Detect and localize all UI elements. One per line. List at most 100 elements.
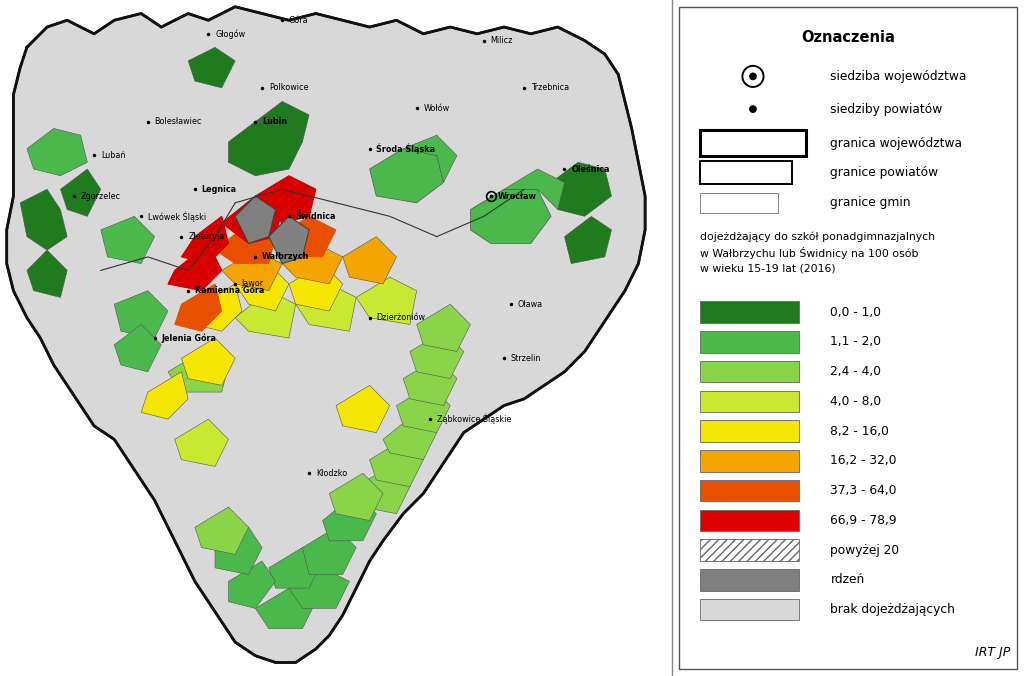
Text: Kłodzko: Kłodzko: [315, 468, 347, 478]
Polygon shape: [195, 284, 242, 331]
Bar: [700, 391, 799, 412]
Text: 66,9 - 78,9: 66,9 - 78,9: [830, 514, 897, 527]
Polygon shape: [141, 372, 188, 419]
Bar: [700, 301, 799, 323]
Text: Trzebnica: Trzebnica: [530, 83, 569, 93]
Text: Wałbrzych: Wałbrzych: [262, 252, 309, 262]
Polygon shape: [370, 439, 423, 487]
Text: Oleśnica: Oleśnica: [571, 164, 609, 174]
Text: granice gmin: granice gmin: [830, 196, 911, 209]
Text: Lubin: Lubin: [262, 117, 287, 126]
Polygon shape: [356, 466, 410, 514]
Ellipse shape: [750, 105, 757, 113]
Text: Ząbkowice Śląskie: Ząbkowice Śląskie: [437, 414, 511, 425]
Polygon shape: [215, 223, 275, 264]
Text: rdzeń: rdzeń: [830, 573, 864, 586]
Text: siedziba województwa: siedziba województwa: [830, 70, 967, 83]
Polygon shape: [7, 7, 645, 662]
Text: granice powiatów: granice powiatów: [830, 166, 939, 179]
Text: Kamienna Góra: Kamienna Góra: [195, 286, 264, 295]
Text: Lubań: Lubań: [100, 151, 125, 160]
Polygon shape: [564, 216, 611, 264]
Text: Jelenia Góra: Jelenia Góra: [162, 333, 216, 343]
Polygon shape: [551, 162, 611, 216]
Polygon shape: [115, 324, 162, 372]
Polygon shape: [215, 527, 262, 575]
Text: Lwówek Śląski: Lwówek Śląski: [147, 211, 206, 222]
Polygon shape: [100, 216, 155, 264]
Polygon shape: [168, 243, 222, 291]
Polygon shape: [255, 101, 309, 142]
Text: Dzierżoniów: Dzierżoniów: [377, 313, 425, 322]
Text: Wołów: Wołów: [423, 103, 450, 113]
Polygon shape: [27, 128, 87, 176]
Polygon shape: [255, 176, 315, 223]
Polygon shape: [236, 196, 275, 243]
Polygon shape: [228, 115, 302, 176]
Text: dojeżdżający do szkół ponadgimnazjalnych
w Wałbrzychu lub Świdnicy na 100 osób
w: dojeżdżający do szkół ponadgimnazjalnych…: [700, 231, 935, 274]
Bar: [700, 599, 799, 621]
Polygon shape: [343, 237, 396, 284]
Bar: [700, 450, 799, 472]
Text: siedziby powiatów: siedziby powiatów: [830, 103, 943, 116]
Text: Wrocław: Wrocław: [498, 191, 537, 201]
Text: powyżej 20: powyżej 20: [830, 544, 899, 556]
Text: Środa Śląska: Środa Śląska: [377, 143, 435, 154]
Polygon shape: [296, 284, 356, 331]
Bar: [700, 480, 799, 502]
Text: brak dojeżdżających: brak dojeżdżających: [830, 603, 955, 616]
Polygon shape: [410, 331, 464, 379]
Polygon shape: [115, 291, 168, 338]
Text: Złotoryja: Złotoryja: [188, 232, 224, 241]
Text: Świdnica: Świdnica: [296, 212, 336, 221]
Text: Bolesławiec: Bolesławiec: [155, 117, 202, 126]
Text: 37,3 - 64,0: 37,3 - 64,0: [830, 484, 897, 497]
Polygon shape: [275, 216, 336, 257]
Polygon shape: [283, 243, 343, 284]
Bar: [700, 162, 792, 185]
Polygon shape: [20, 189, 68, 250]
Bar: [700, 193, 777, 213]
Bar: [700, 331, 799, 353]
Text: 1,1 - 2,0: 1,1 - 2,0: [830, 335, 882, 348]
Text: Milicz: Milicz: [490, 36, 513, 45]
Bar: [700, 510, 799, 531]
Text: Głogów: Głogów: [215, 29, 245, 39]
Polygon shape: [181, 216, 228, 264]
Polygon shape: [222, 196, 283, 243]
Text: granica województwa: granica województwa: [830, 137, 963, 149]
Text: Góra: Góra: [289, 16, 308, 25]
Polygon shape: [289, 568, 349, 608]
Polygon shape: [330, 473, 383, 521]
Bar: [700, 361, 799, 383]
Text: Strzelin: Strzelin: [511, 354, 541, 363]
Text: Legnica: Legnica: [202, 185, 237, 194]
Polygon shape: [356, 277, 417, 324]
Text: 2,4 - 4,0: 2,4 - 4,0: [830, 365, 882, 378]
Bar: [700, 569, 799, 591]
Polygon shape: [470, 189, 551, 243]
Polygon shape: [168, 352, 228, 392]
Text: IRT JP: IRT JP: [975, 646, 1010, 659]
Polygon shape: [255, 588, 315, 629]
Ellipse shape: [750, 72, 757, 80]
Polygon shape: [383, 412, 437, 460]
Polygon shape: [188, 47, 236, 88]
Polygon shape: [403, 135, 457, 183]
Polygon shape: [403, 358, 457, 406]
Text: Oława: Oława: [517, 299, 543, 309]
Polygon shape: [175, 284, 222, 331]
Polygon shape: [504, 169, 564, 210]
Polygon shape: [268, 216, 309, 264]
Polygon shape: [336, 385, 390, 433]
Polygon shape: [228, 561, 275, 608]
Polygon shape: [236, 264, 289, 311]
Bar: [700, 420, 799, 442]
FancyBboxPatch shape: [679, 7, 1017, 669]
Polygon shape: [60, 169, 100, 216]
Text: Jawor: Jawor: [242, 279, 264, 289]
Text: Oznaczenia: Oznaczenia: [801, 30, 895, 45]
Polygon shape: [195, 507, 249, 554]
Text: Polkowice: Polkowice: [268, 83, 308, 93]
Polygon shape: [27, 250, 68, 297]
